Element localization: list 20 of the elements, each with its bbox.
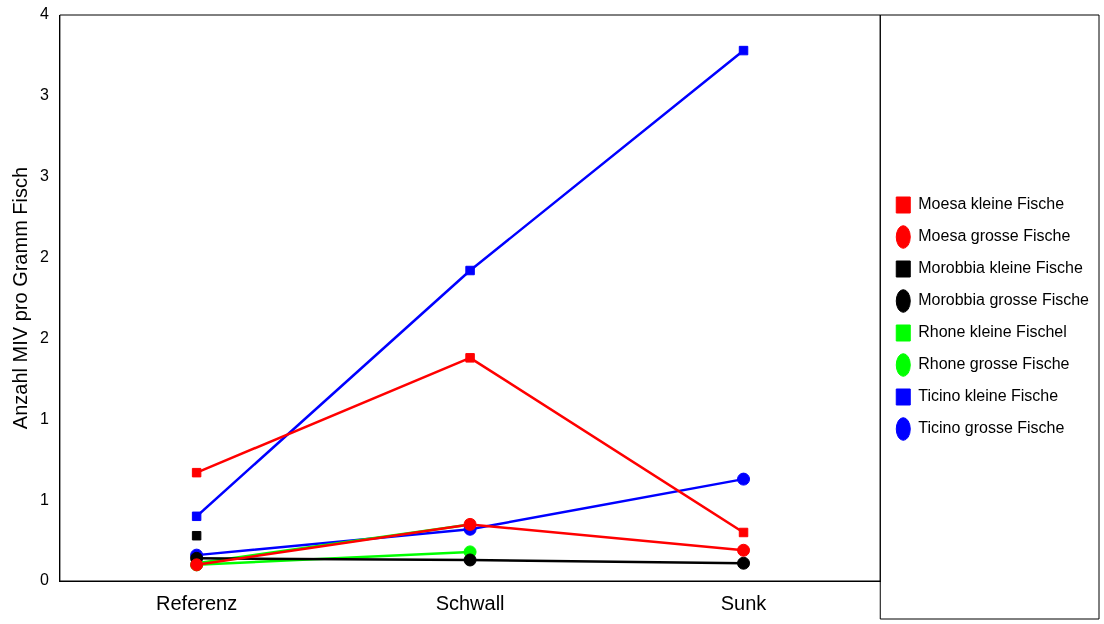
y-tick-label: 3 <box>39 167 49 185</box>
x-tick-label: Sunk <box>720 591 768 614</box>
y-tick-label: 0 <box>39 571 49 589</box>
y-tick-label: 2 <box>39 247 49 265</box>
x-tick-label: Referenz <box>156 591 238 614</box>
legend-label: Ticino grosse Fische <box>918 419 1065 437</box>
legend-label: Moesa kleine Fische <box>918 195 1065 213</box>
legend-label: Ticino kleine Fische <box>918 387 1059 405</box>
x-tick-label: Schwall <box>435 591 505 614</box>
legend-label: Moesa grosse Fische <box>918 227 1071 245</box>
legend-label: Rhone grosse Fische <box>918 355 1070 373</box>
y-tick-label: 1 <box>39 409 49 427</box>
y-axis-title: Anzahl MIV pro Gramm Fisch <box>8 166 31 430</box>
y-tick-label: 4 <box>39 5 49 23</box>
y-tick-label: 1 <box>39 490 49 508</box>
y-tick-label: 2 <box>39 328 49 346</box>
legend-label: Morobbia grosse Fische <box>918 291 1090 309</box>
legend-label: Morobbia kleine Fische <box>918 259 1083 277</box>
legend-label: Rhone kleine Fischel <box>918 323 1067 341</box>
y-tick-label: 3 <box>39 86 49 104</box>
